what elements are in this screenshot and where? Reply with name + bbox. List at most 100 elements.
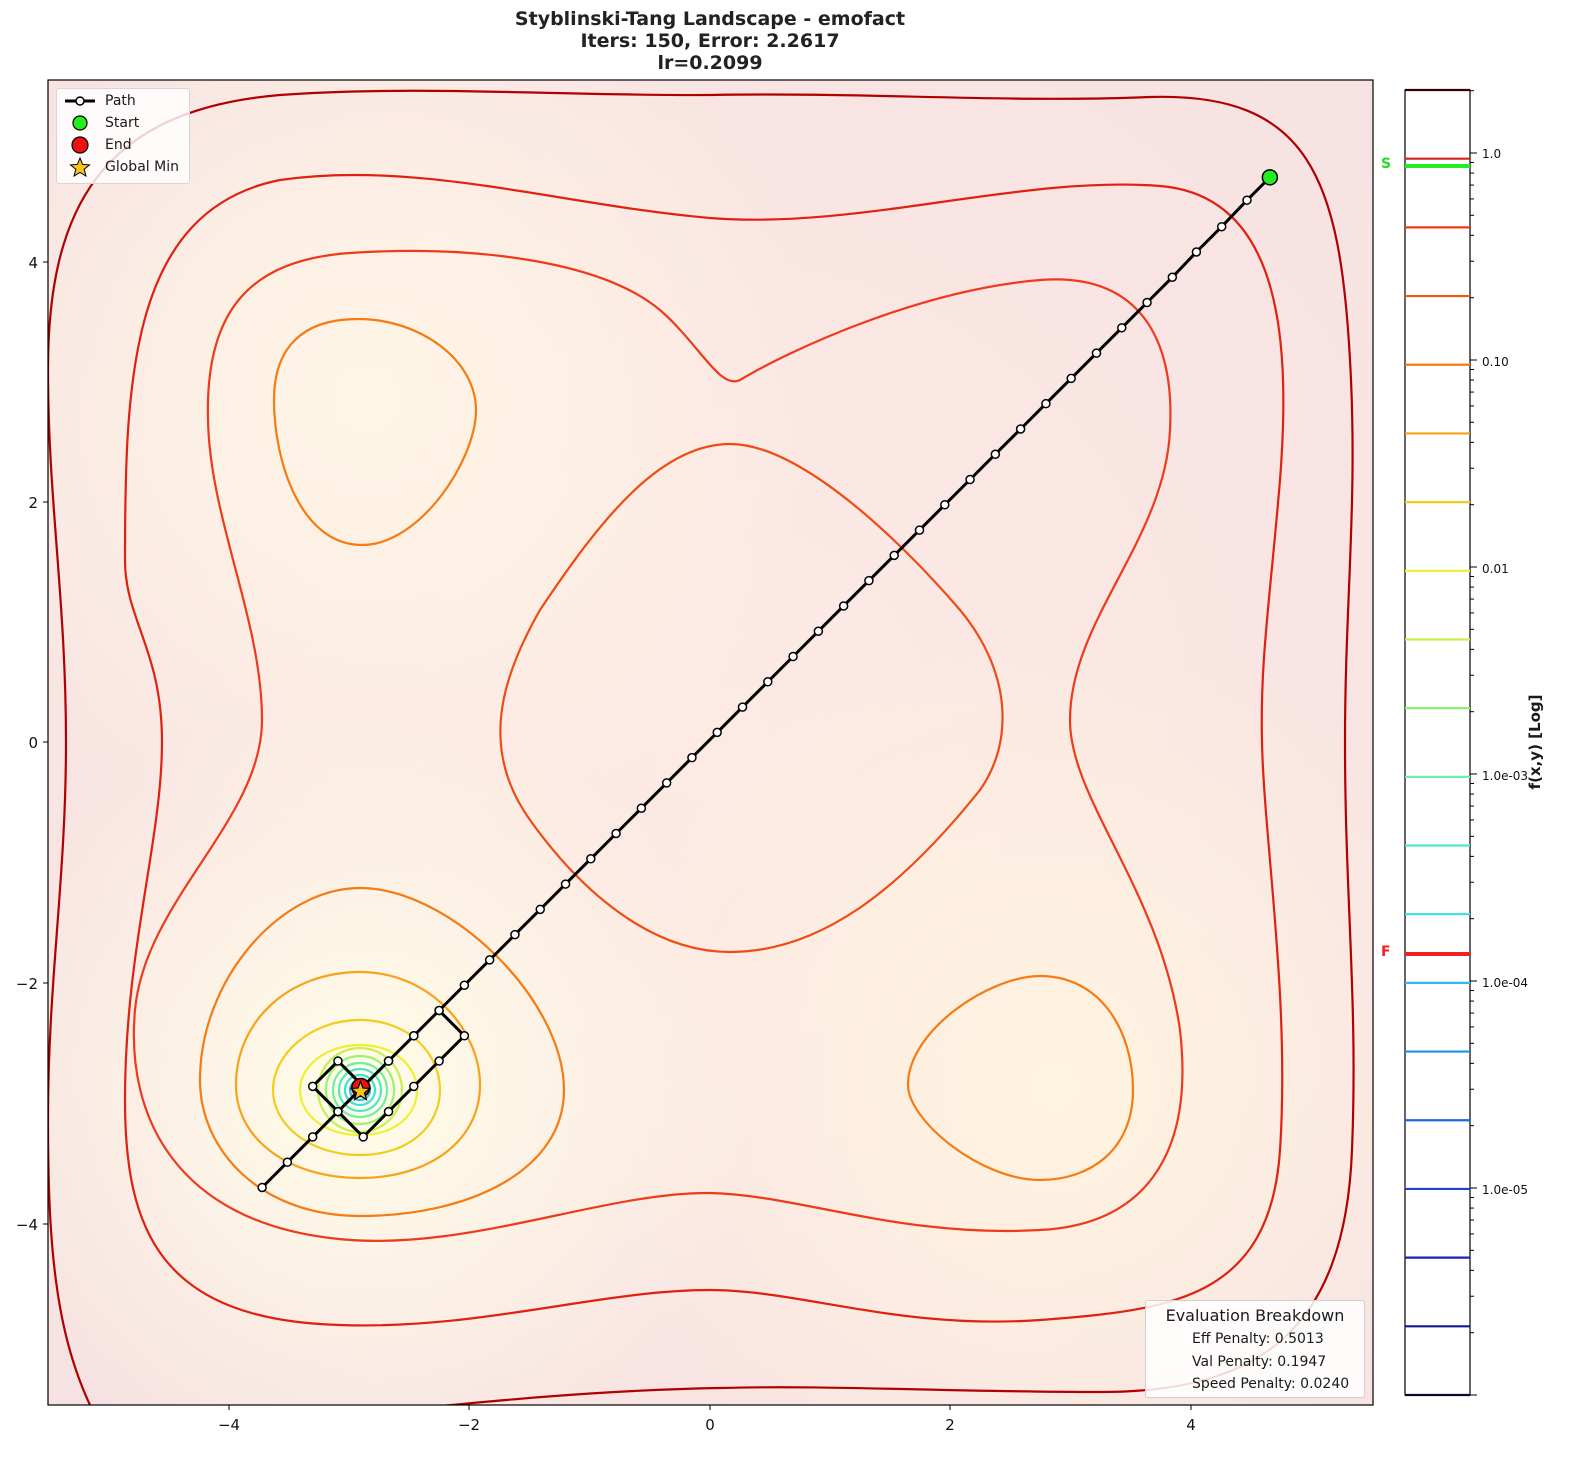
legend-item-global-min: Global Min (63, 156, 179, 178)
path-point (333, 1056, 343, 1066)
colorbar-tick-label: 0.10 (1482, 355, 1509, 369)
path-point (889, 550, 899, 561)
path-point (459, 980, 470, 990)
path-point (535, 904, 545, 915)
path-point (307, 1081, 318, 1092)
path-point (307, 1132, 318, 1142)
path-point (661, 778, 672, 788)
start-point (1261, 169, 1279, 186)
path-point (1091, 348, 1102, 358)
path-point (383, 1056, 394, 1066)
colorbar-start-label: S (1381, 156, 1392, 172)
red-circle-icon (63, 135, 97, 155)
path-point (737, 702, 748, 712)
path-point (434, 1005, 444, 1016)
path-point (1041, 398, 1051, 409)
eff-penalty: Eff Penalty: 0.5013 (1192, 1331, 1324, 1347)
path-point (484, 955, 495, 965)
path-point (510, 929, 520, 940)
path-point (358, 1132, 368, 1142)
legend-item-path: Path (63, 90, 136, 112)
legend-label: Start (105, 115, 140, 131)
path-point (257, 1182, 267, 1193)
path-point (1117, 323, 1127, 333)
colorbar: 1.0 0.10 0.01 1.0e-03 1.0e-04 1.0e-05 (1404, 88, 1528, 1397)
legend-label: Global Min (105, 159, 179, 175)
path-point (1167, 272, 1178, 283)
y-tick-label: −4 (16, 1216, 38, 1234)
x-axis: −4 −2 0 2 4 (218, 1405, 1196, 1434)
x-tick-label: −4 (218, 1416, 240, 1434)
evaluation-breakdown: Evaluation Breakdown Eff Penalty: 0.5013… (1145, 1300, 1365, 1398)
path-point (687, 752, 697, 763)
x-tick-label: 0 (705, 1416, 715, 1434)
path-point (333, 1106, 343, 1117)
title-line-3: lr=0.2099 (657, 52, 763, 74)
path-point (788, 651, 798, 662)
path-point (763, 677, 773, 687)
path-point (586, 854, 596, 864)
colorbar-tick-label: 0.01 (1482, 562, 1509, 576)
path-point (965, 474, 975, 485)
colorbar-tick-label: 1.0e-04 (1482, 976, 1528, 990)
colorbar-tick-label: 1.0e-03 (1482, 769, 1528, 783)
path-point (1242, 195, 1252, 205)
contour-level-9 (271, 1018, 442, 1157)
y-tick-label: 2 (28, 494, 38, 512)
path-point (459, 1031, 470, 1041)
x-tick-label: −2 (458, 1416, 480, 1434)
path-point (560, 879, 571, 889)
x-tick-label: 4 (1186, 1416, 1196, 1434)
contour-level-15 (343, 1073, 377, 1107)
contour-level-1 (48, 89, 1355, 1405)
path-point (636, 803, 647, 813)
contour-level-13 (331, 1061, 389, 1119)
y-axis: 4 2 0 −2 −4 (16, 254, 48, 1234)
path-point (383, 1106, 394, 1117)
star-icon (63, 156, 97, 178)
green-circle-icon (63, 113, 97, 133)
path-point (1066, 373, 1076, 384)
colorbar-tick-label: 1.0 (1482, 147, 1501, 161)
path-point (864, 575, 874, 586)
legend: Path Start End Global Min (56, 88, 190, 184)
contour-level-3 (132, 249, 1184, 1242)
path-point (914, 525, 925, 535)
title-line-1: Styblinski-Tang Landscape - emofact (514, 8, 906, 30)
contour-level-2 (123, 173, 1285, 1327)
evaluation-title: Evaluation Breakdown (1165, 1306, 1345, 1325)
path-point (813, 626, 824, 636)
path-point (1015, 424, 1026, 434)
path-point (409, 1031, 419, 1041)
contour-level-6 (906, 974, 1135, 1182)
path-point (1142, 297, 1152, 308)
y-tick-label: 4 (28, 254, 38, 272)
val-penalty: Val Penalty: 0.1947 (1192, 1354, 1327, 1370)
colorbar-finish-label: F (1381, 944, 1391, 960)
path-point (1216, 221, 1227, 232)
path-point (990, 449, 1001, 459)
plot-area (48, 80, 1373, 1405)
legend-item-end: End (63, 134, 132, 156)
contour-level-7 (198, 886, 566, 1218)
title-line-2: Iters: 150, Error: 2.2617 (580, 30, 840, 52)
legend-item-start: Start (63, 112, 139, 134)
optimization-path (257, 169, 1279, 1193)
path-point (282, 1157, 293, 1167)
contour-level-12 (324, 1054, 396, 1126)
x-tick-label: 2 (945, 1416, 955, 1434)
contour-level-4 (499, 442, 1004, 954)
colorbar-tick-label: 1.0e-05 (1482, 1183, 1528, 1197)
contour-level-5 (272, 317, 478, 547)
legend-label: Path (105, 93, 136, 109)
path-point (838, 601, 849, 611)
contour-lines (48, 89, 1355, 1405)
legend-label: End (105, 137, 132, 153)
colorbar-axis-title: f(x,y) [Log] (1526, 694, 1544, 790)
contour-level-14 (337, 1067, 383, 1113)
y-tick-label: −2 (16, 975, 38, 993)
path-point (434, 1056, 444, 1066)
path-point (611, 828, 621, 839)
y-tick-label: 0 (28, 734, 38, 752)
